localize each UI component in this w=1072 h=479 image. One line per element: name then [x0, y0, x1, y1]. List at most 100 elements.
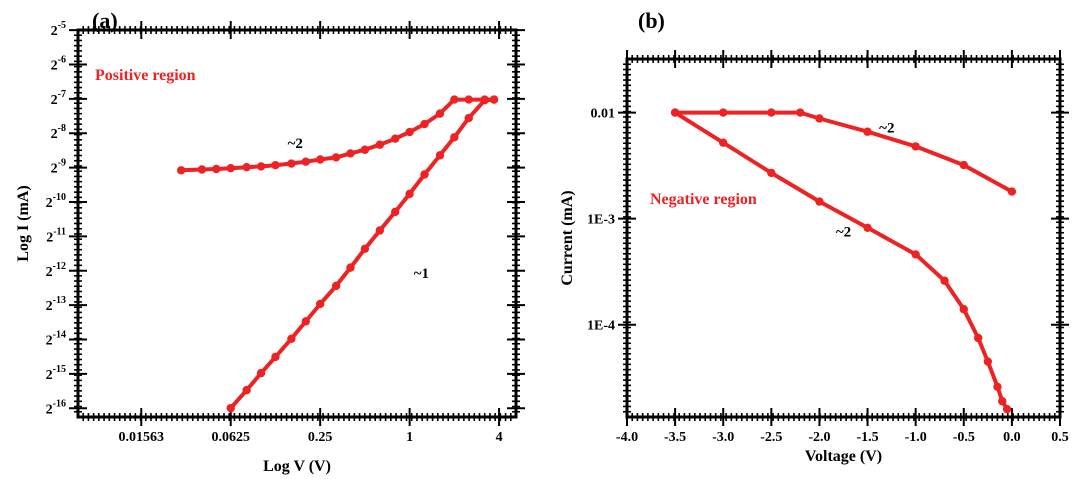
data-point: [450, 95, 459, 104]
data-point: [974, 333, 983, 343]
data-point: [670, 108, 680, 117]
x-axis-title: Voltage (V): [805, 448, 882, 465]
data-point: [464, 95, 473, 104]
series-line: [229, 97, 495, 410]
data-point: [489, 95, 499, 104]
data-point: [1002, 404, 1012, 414]
x-tick-label: 0.25: [308, 430, 333, 445]
x-tick-label: -1.5: [856, 430, 878, 445]
data-point: [420, 119, 429, 129]
data-point: [346, 149, 355, 158]
x-tick-label: 4: [496, 430, 503, 445]
y-tick-label: 0.01: [591, 107, 616, 122]
data-point: [450, 133, 459, 142]
y-tick-label: 2-6: [51, 54, 66, 73]
data-series-1: [670, 108, 1017, 196]
y-tick-label: 1E-3: [587, 213, 615, 228]
data-point: [197, 165, 207, 174]
data-point: [301, 317, 310, 326]
data-point: [391, 134, 400, 143]
data-point: [480, 95, 489, 104]
region-label: Positive region: [95, 67, 196, 84]
plot-frame: [76, 28, 518, 419]
slope-annotation: ~2: [879, 120, 894, 136]
data-point: [301, 157, 310, 166]
data-point: [360, 145, 370, 154]
data-point: [331, 153, 341, 162]
x-axis-title: Log V (V): [263, 458, 331, 475]
y-tick-label: 2-11: [46, 226, 66, 245]
data-point: [940, 276, 949, 285]
data-point: [998, 397, 1007, 406]
minor-ticks: [623, 55, 1064, 421]
data-point: [464, 113, 473, 123]
x-tick-label: 0.0: [1003, 430, 1021, 445]
y-tick-label: 2-10: [46, 192, 66, 211]
y-tick-label: 2-14: [46, 330, 66, 349]
region-label: Negative region: [650, 191, 757, 208]
data-point: [315, 299, 325, 309]
data-point: [375, 140, 385, 149]
data-series-2: [670, 108, 1012, 414]
data-point: [796, 108, 805, 117]
data-point: [719, 138, 728, 147]
series-line: [674, 110, 1009, 411]
data-point: [391, 207, 400, 217]
data-series-1: [226, 95, 499, 413]
panel-a-positive-region: (a)0.01563 0.0625 0.25 1 42-52-62-72-82-92-1…: [15, 8, 525, 475]
y-tick-label: 2-15: [46, 364, 66, 383]
minor-ticks: [74, 26, 520, 421]
data-point: [767, 108, 776, 117]
x-tick-label: 0.01563: [119, 430, 165, 445]
slope-annotation: ~2: [288, 136, 303, 152]
data-point: [212, 164, 221, 174]
series-line: [181, 97, 494, 173]
data-point: [287, 159, 296, 168]
panel-b-negative-region: (b) -4.0 -3.5 -3.0 -2.5 -2.0 -1.5 -1.0 -0.5 0.0 0.…: [559, 8, 1069, 465]
x-tick-label: -3.5: [664, 430, 686, 445]
panel-label: (b): [638, 8, 665, 33]
data-point: [767, 168, 776, 178]
data-point: [993, 382, 1002, 392]
y-tick-label: 2-9: [51, 158, 66, 177]
series-line: [675, 110, 1013, 194]
slope-annotation: ~1: [414, 266, 429, 282]
x-tick-label: -4.0: [616, 430, 638, 445]
data-point: [911, 142, 920, 151]
data-point: [863, 127, 872, 136]
data-point: [375, 226, 385, 235]
x-tick-label: 0.5: [1051, 430, 1069, 445]
data-point: [176, 166, 186, 175]
y-tick-label: 1E-4: [587, 319, 615, 334]
data-point: [287, 334, 296, 343]
slope-annotation: ~2: [836, 224, 851, 240]
data-point: [256, 162, 266, 171]
x-tick-label: -0.5: [953, 430, 975, 445]
data-point: [959, 160, 968, 170]
data-point: [226, 403, 235, 413]
x-tick-label: 0.0625: [211, 430, 250, 445]
data-point: [719, 108, 728, 117]
data-point: [911, 250, 920, 259]
data-point: [959, 305, 968, 314]
y-tick-label: 2-12: [46, 261, 66, 280]
y-tick-label: 2-8: [51, 123, 66, 142]
data-point: [271, 161, 280, 170]
data-point: [1007, 187, 1017, 196]
x-tick-label: -2.5: [760, 430, 782, 445]
y-tick-label: 2-13: [46, 295, 66, 314]
data-point: [435, 109, 445, 118]
data-point: [983, 357, 993, 366]
y-tick-label: 2-16: [46, 398, 66, 417]
x-tick-label: 1: [406, 430, 413, 445]
data-point: [420, 170, 429, 179]
data-point: [405, 189, 414, 199]
x-tick-label: -2.0: [808, 430, 830, 445]
data-series-2: [176, 95, 499, 175]
data-point: [315, 155, 325, 164]
data-point: [815, 114, 824, 123]
data-point: [360, 244, 370, 254]
data-point: [815, 197, 824, 206]
data-point: [242, 162, 251, 172]
